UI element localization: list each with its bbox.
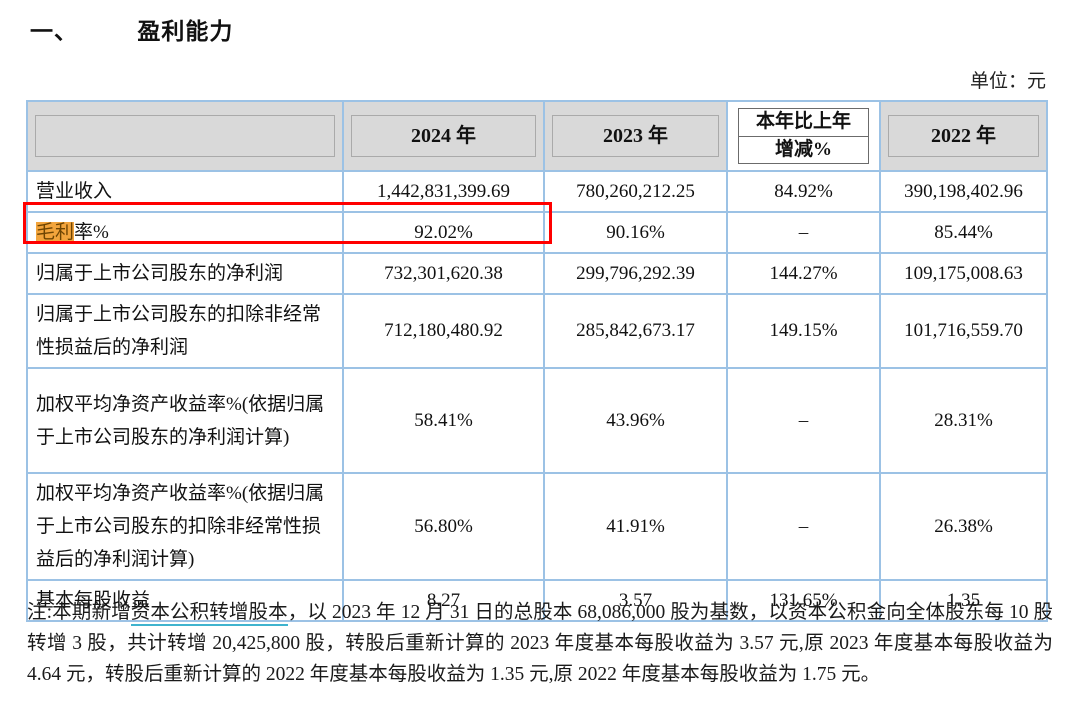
cell-2022: 26.38% <box>879 472 1048 581</box>
header-change-line1: 本年比上年 <box>755 111 851 132</box>
cell-2024: 92.02% <box>342 211 545 254</box>
header-change-line2: 增减% <box>739 136 868 163</box>
header-2024-label: 2024 年 <box>351 115 536 157</box>
row-label: 基本每股收益 <box>26 579 344 622</box>
cell-change: 144.27% <box>726 252 881 295</box>
cell-2023: 299,796,292.39 <box>543 252 728 295</box>
cell-change: – <box>726 211 881 254</box>
cell-2022: 1.35 <box>879 579 1048 622</box>
row-label-text: 加权平均净资产收益率%(依据归属于上市公司股东的净利润计算) <box>36 393 325 448</box>
table-row: 归属于上市公司股东的扣除非经常性损益后的净利润 712,180,480.92 285… <box>26 293 1048 369</box>
header-2022-label: 2022 年 <box>888 115 1039 157</box>
footnote-prefix: 注:本期新增 <box>27 602 131 623</box>
cell-2023: 41.91% <box>543 472 728 581</box>
cell-2024: 58.41% <box>342 367 545 474</box>
row-label-text: 营业收入 <box>36 181 113 202</box>
row-label: 营业收入 <box>26 170 344 213</box>
table-row: 基本每股收益 8.27 3.57 131.65% 1.35 <box>26 579 1048 622</box>
table-header: 2024 年 2023 年 本年比上年 增减% 2022 年 <box>26 100 1048 172</box>
cell-2022: 28.31% <box>879 367 1048 474</box>
row-label: 加权平均净资产收益率%(依据归属于上市公司股东的扣除非经常性损益后的净利润计算) <box>26 472 344 581</box>
header-cell-2024: 2024 年 <box>342 100 545 172</box>
header-change-box: 本年比上年 增减% <box>738 108 869 164</box>
cell-change: – <box>726 472 881 581</box>
header-cell-change: 本年比上年 增减% <box>726 100 881 172</box>
table-row: 营业收入 1,442,831,399.69 780,260,212.25 84.92%… <box>26 170 1048 213</box>
unit-label: 单位：元 <box>969 71 1046 92</box>
section-name: 盈利能力 <box>137 18 234 44</box>
section-title: 一、 盈利能力 <box>30 12 233 46</box>
row-label-text: 基本每股收益 <box>36 590 151 611</box>
cell-2024: 712,180,480.92 <box>342 293 545 369</box>
header-cell-2022: 2022 年 <box>879 100 1048 172</box>
cell-2023: 3.57 <box>543 579 728 622</box>
cell-2024: 1,442,831,399.69 <box>342 170 545 213</box>
cell-2022: 109,175,008.63 <box>879 252 1048 295</box>
row-label-text: 归属于上市公司股东的扣除非经常性损益后的净利润 <box>36 304 322 358</box>
cell-change: 131.65% <box>726 579 881 622</box>
table-body: 营业收入 1,442,831,399.69 780,260,212.25 84.92%… <box>26 170 1048 622</box>
cell-2023: 780,260,212.25 <box>543 170 728 213</box>
cell-2023: 90.16% <box>543 211 728 254</box>
cell-change: 149.15% <box>726 293 881 369</box>
header-cell-blank <box>26 100 344 172</box>
row-label: 毛利率% <box>26 211 344 254</box>
section-number: 一、 <box>30 18 78 44</box>
cell-2023: 285,842,673.17 <box>543 293 728 369</box>
table-row: 加权平均净资产收益率%(依据归属于上市公司股东的扣除非经常性损益后的净利润计算)… <box>26 472 1048 581</box>
cell-change: – <box>726 367 881 474</box>
cell-2024: 56.80% <box>342 472 545 581</box>
cell-2022: 101,716,559.70 <box>879 293 1048 369</box>
row-label-text: 加权平均净资产收益率%(依据归属于上市公司股东的扣除非经常性损益后的净利润计算) <box>36 483 325 570</box>
table-row: 加权平均净资产收益率%(依据归属于上市公司股东的净利润计算) 58.41% 43.9… <box>26 367 1048 474</box>
cell-change: 84.92% <box>726 170 881 213</box>
highlighted-term: 毛利 <box>36 222 75 243</box>
profitability-table: 2024 年 2023 年 本年比上年 增减% 2022 年 营业收入 1,442… <box>26 100 1048 622</box>
row-label: 加权平均净资产收益率%(依据归属于上市公司股东的净利润计算) <box>26 367 344 474</box>
footnote: 注:本期新增资本公积转增股本，以 2023 年 12 月 31 日的总股本 68… <box>27 597 1053 690</box>
cell-2022: 85.44% <box>879 211 1048 254</box>
table-row: 归属于上市公司股东的净利润 732,301,620.38 299,796,292.3… <box>26 252 1048 295</box>
cell-2022: 390,198,402.96 <box>879 170 1048 213</box>
header-blank-box <box>35 115 335 157</box>
header-2023-label: 2023 年 <box>552 115 719 157</box>
row-label-text: 归属于上市公司股东的净利润 <box>36 263 284 284</box>
row-label-text: 率% <box>74 222 109 243</box>
footnote-underlined-term[interactable]: 资本公积转增股本 <box>130 602 288 626</box>
cell-2024: 732,301,620.38 <box>342 252 545 295</box>
cell-2023: 43.96% <box>543 367 728 474</box>
header-cell-2023: 2023 年 <box>543 100 728 172</box>
footnote-body: ，以 2023 年 12 月 31 日的总股本 68,086,000 股为基数，… <box>27 602 1053 685</box>
table-row: 毛利率% 92.02% 90.16% –85.44% <box>26 211 1048 254</box>
header-row: 2024 年 2023 年 本年比上年 增减% 2022 年 <box>26 100 1048 172</box>
cell-2024: 8.27 <box>342 579 545 622</box>
row-label: 归属于上市公司股东的扣除非经常性损益后的净利润 <box>26 293 344 369</box>
row-label: 归属于上市公司股东的净利润 <box>26 252 344 295</box>
